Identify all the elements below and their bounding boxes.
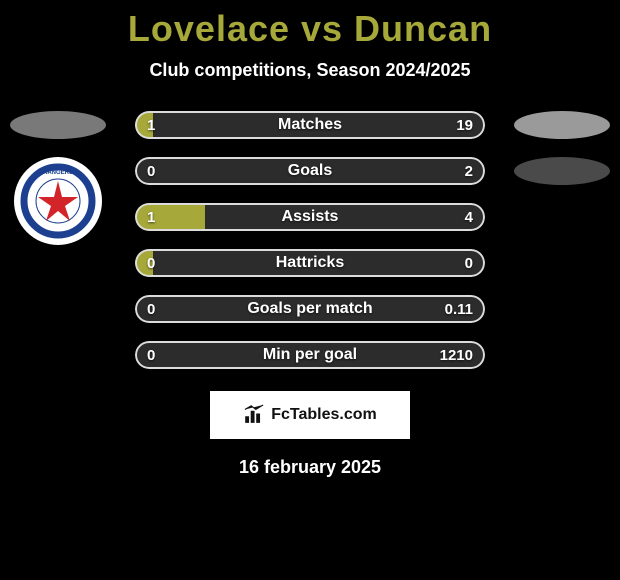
stat-row-matches: 1 Matches 19 — [135, 111, 485, 139]
subtitle: Club competitions, Season 2024/2025 — [149, 60, 470, 81]
content-root: Lovelace vs Duncan Club competitions, Se… — [0, 0, 620, 580]
stat-label: Hattricks — [135, 249, 485, 277]
stat-right-value: 2 — [465, 157, 473, 185]
right-player-ellipse-top — [514, 111, 610, 139]
stat-right-value: 0.11 — [445, 295, 473, 323]
left-club-badge: RANGERS — [14, 157, 102, 245]
club-crest-icon: RANGERS — [18, 161, 98, 241]
stat-row-goals: 0 Goals 2 — [135, 157, 485, 185]
chart-icon — [243, 404, 265, 426]
branding-label: FcTables.com — [271, 406, 377, 424]
left-player-badges: RANGERS — [8, 111, 108, 245]
stat-label: Goals per match — [135, 295, 485, 323]
stat-row-hattricks: 0 Hattricks 0 — [135, 249, 485, 277]
stat-right-value: 19 — [456, 111, 473, 139]
right-player-badges — [512, 111, 612, 185]
stat-rows: 1 Matches 19 0 Goals 2 1 Assists 4 — [135, 111, 485, 369]
stat-label: Assists — [135, 203, 485, 231]
stat-label: Goals — [135, 157, 485, 185]
date-label: 16 february 2025 — [239, 457, 381, 478]
right-player-ellipse-bottom — [514, 157, 610, 185]
left-player-ellipse — [10, 111, 106, 139]
stat-label: Matches — [135, 111, 485, 139]
stat-right-value: 1210 — [440, 341, 473, 369]
stat-right-value: 0 — [465, 249, 473, 277]
stat-row-min-per-goal: 0 Min per goal 1210 — [135, 341, 485, 369]
stat-row-assists: 1 Assists 4 — [135, 203, 485, 231]
stat-label: Min per goal — [135, 341, 485, 369]
page-title: Lovelace vs Duncan — [128, 8, 492, 50]
stat-row-goals-per-match: 0 Goals per match 0.11 — [135, 295, 485, 323]
stat-right-value: 4 — [465, 203, 473, 231]
stats-section: RANGERS 1 Matches 19 0 — [0, 111, 620, 369]
branding-badge: FcTables.com — [210, 391, 410, 439]
svg-text:RANGERS: RANGERS — [43, 170, 73, 176]
